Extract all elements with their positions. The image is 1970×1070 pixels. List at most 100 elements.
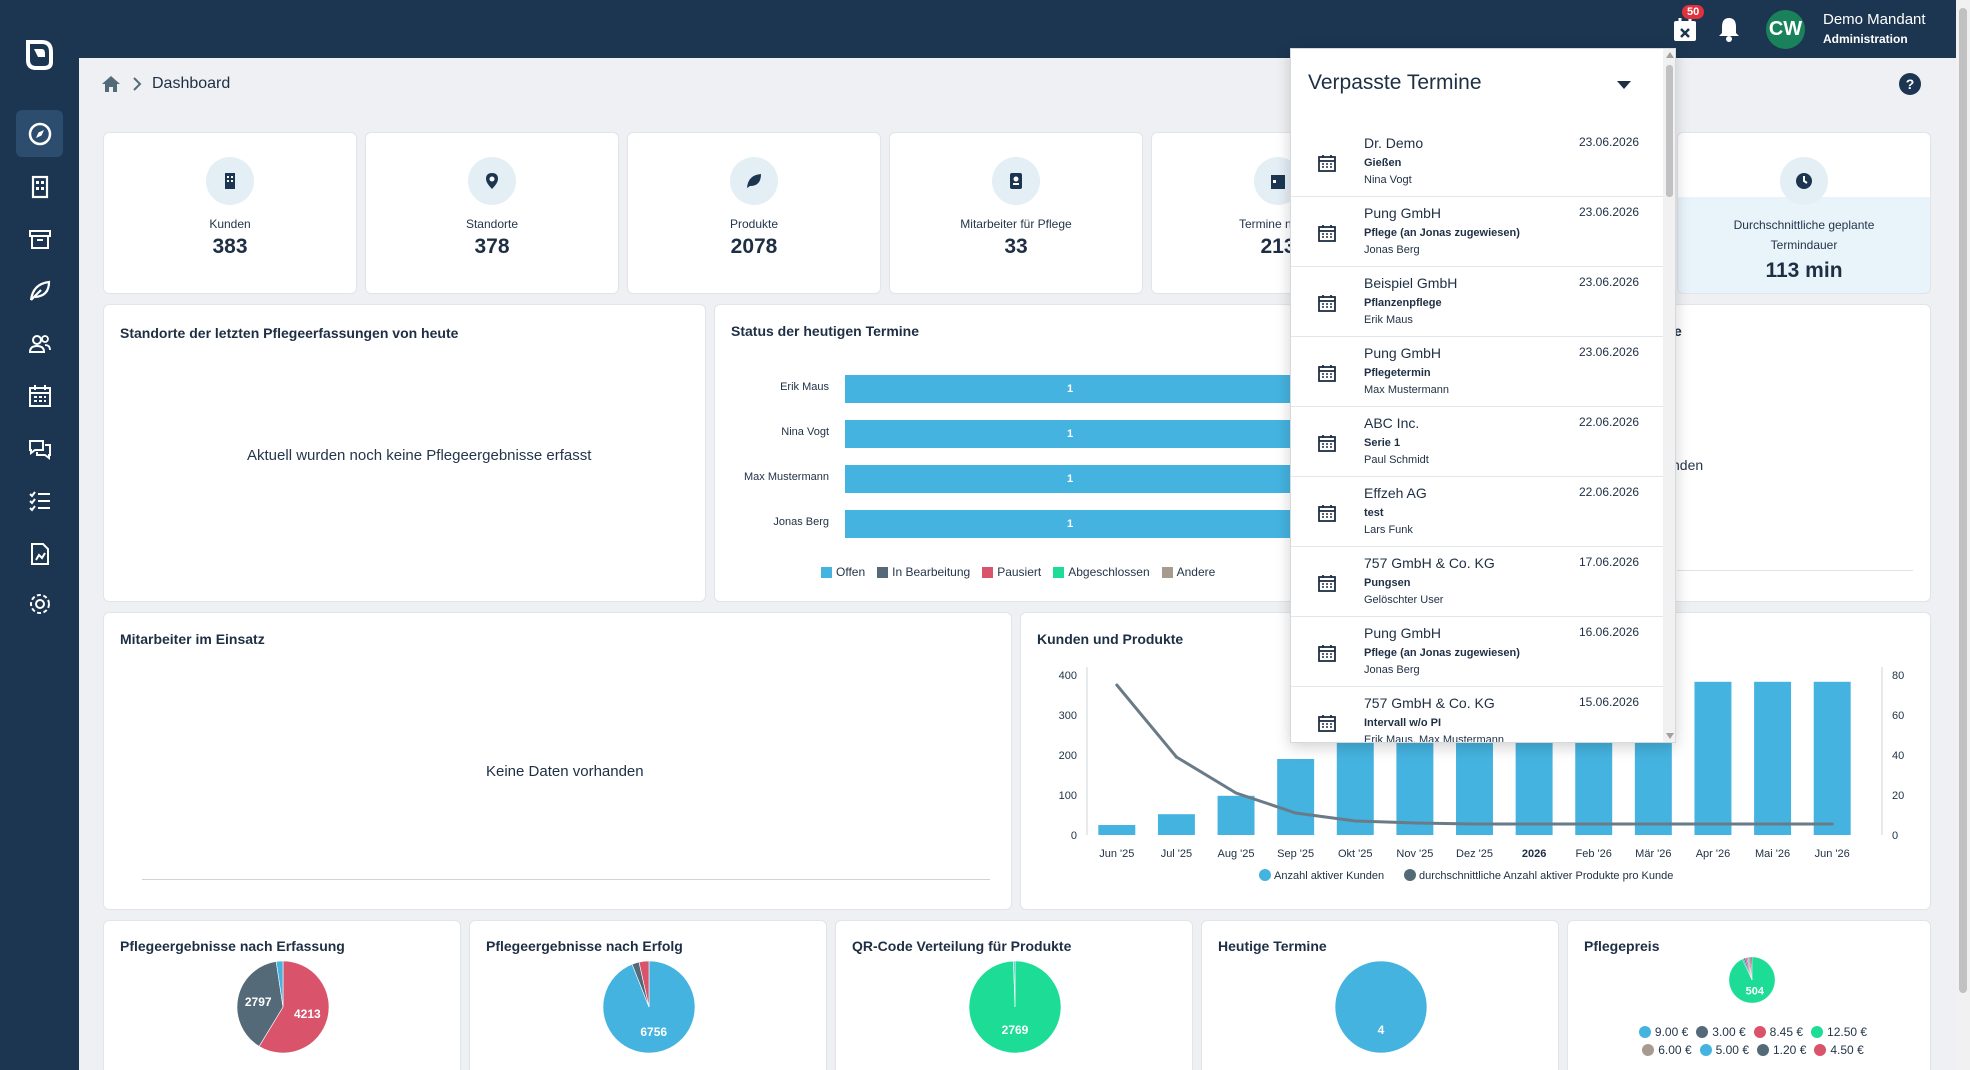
appointment-name: test [1364,507,1384,519]
line-point [1413,821,1417,825]
appointment-name: Pungsen [1364,577,1411,589]
kpi-label: Kunden [209,217,251,231]
leaf-icon [29,280,50,301]
breadcrumb: Dashboard [100,72,230,96]
line-point [1830,822,1834,826]
kpi-card-locations[interactable]: Standorte 378 [365,132,619,294]
legend-item[interactable]: 9.00 € [1638,1025,1688,1039]
avatar[interactable]: CW [1766,10,1805,49]
panel-scrollbar-thumb[interactable] [1666,65,1673,197]
notification-count-badge: 50 [1682,5,1705,19]
appointment-name: Serie 1 [1364,437,1401,449]
line-point [1473,822,1476,826]
appointment-item[interactable]: Pung GmbH 23.06.2026 Pflegetermin Max Muste… [1291,337,1663,407]
page-scrollbar-thumb[interactable] [1959,8,1967,993]
appointment-item[interactable]: ABC Inc. 22.06.2026 Serie 1 Paul Schmidt [1291,407,1663,477]
appointment-person: Jonas Berg [1364,664,1420,676]
panel-scrollbar[interactable] [1663,49,1675,742]
appointment-item[interactable]: Pung GmbH 23.06.2026 Pflege (an Jonas zuge… [1291,197,1663,267]
kpi-card-avg-duration[interactable]: Durchschnittliche geplante Termindauer 1… [1677,132,1931,294]
appointment-item[interactable]: Beispiel GmbH 23.06.2026 Pflanzenpflege Eri… [1291,267,1663,337]
card-title-fragment: e [1674,323,1682,339]
x-tick-label: Jun '25 [1099,848,1134,860]
building-icon [206,157,254,205]
status-row-label: Jonas Berg [773,516,829,528]
gear-icon [29,593,50,614]
sidebar-item-dashboard[interactable] [16,110,63,157]
sidebar-item-products[interactable] [16,267,63,314]
sidebar-item-customers[interactable] [16,163,63,210]
kpi-card-employees[interactable]: Mitarbeiter für Pflege 33 [889,132,1143,294]
legend-item[interactable]: 8.45 € [1753,1025,1803,1039]
help-button[interactable]: ? [1899,73,1921,95]
panel-title: Verpasste Termine [1308,71,1482,94]
missed-appointments-calendar-icon[interactable] [1671,16,1699,44]
pie-slice-label: 2769 [1002,1023,1029,1037]
x-tick-label: Nov '25 [1396,848,1433,860]
legend-item[interactable]: 4.50 € [1814,1043,1864,1057]
status-bar: 1 [845,375,1295,403]
y-left-tick-label: 200 [1059,750,1077,762]
sidebar-item-settings[interactable] [16,580,63,627]
appointment-item[interactable]: Pung GmbH 16.06.2026 Pflege (an Jonas zuge… [1291,617,1663,687]
calendar-icon [1318,715,1336,732]
calendar-icon [1318,225,1336,242]
legend-item[interactable]: Offen [821,565,865,579]
kpi-card-customers[interactable]: Kunden 383 [103,132,357,294]
appointment-item[interactable]: 757 GmbH & Co. KG 15.06.2026 Intervall w/o… [1291,687,1663,742]
pie-slice-label: 4 [1378,1023,1385,1037]
user-name[interactable]: Demo Mandant [1823,11,1926,28]
scroll-up-arrow-icon[interactable] [1666,52,1674,58]
line-point [1174,755,1178,759]
sidebar-item-reports[interactable] [16,530,63,577]
legend-item[interactable]: 1.20 € [1757,1043,1806,1057]
pie-slice[interactable] [1750,956,1753,981]
sidebar-item-archive[interactable] [16,215,63,262]
pie-slice[interactable] [258,960,330,1054]
appointment-item[interactable]: 757 GmbH & Co. KG 17.06.2026 Pungsen Gelösc… [1291,547,1663,617]
status-row-label: Max Mustermann [744,471,829,483]
bell-icon[interactable] [1715,15,1743,43]
sidebar-item-employees[interactable] [16,320,63,367]
legend-item[interactable]: In Bearbeitung [877,565,970,579]
x-tick-label: Mai '26 [1755,848,1790,860]
pie-slice[interactable] [236,961,284,1047]
clock-icon [1780,157,1828,205]
card-title: Pflegeergebnisse nach Erfolg [486,938,683,954]
y-right-tick-label: 60 [1892,710,1904,722]
pie-slice[interactable] [1013,960,1016,1008]
kpi-value: 383 [212,235,248,258]
home-icon[interactable] [100,74,122,94]
legend-item[interactable]: Pausiert [982,565,1041,579]
axis-line [142,879,990,880]
leaf-icon [730,157,778,205]
appointment-item[interactable]: Dr. Demo 23.06.2026 Gießen Nina Vogt [1291,127,1663,197]
building-icon [31,175,48,198]
sidebar-item-tasks[interactable] [16,477,63,524]
card-title: Heutige Termine [1218,938,1327,954]
status-legend: Offen In Bearbeitung Pausiert Abgeschlos… [821,565,1215,579]
pie-slice[interactable] [638,960,650,1008]
appointment-item[interactable]: Effzeh AG 22.06.2026 test Lars Funk [1291,477,1663,547]
sidebar [0,0,79,1070]
app-logo-icon[interactable] [22,38,56,72]
x-tick-label: Mär '26 [1635,848,1671,860]
legend-item[interactable]: 5.00 € [1699,1043,1749,1057]
sidebar-item-calendar[interactable] [16,372,63,419]
pie-slice[interactable] [275,960,284,1008]
page-scrollbar[interactable] [1956,0,1970,1070]
bar [1277,759,1315,835]
kpi-card-products[interactable]: Produkte 2078 [627,132,881,294]
legend-item[interactable]: 3.00 € [1696,1025,1746,1039]
y-left-tick-label: 400 [1059,670,1077,682]
kpi-value: 213 [1260,235,1296,258]
legend-item[interactable]: Andere [1161,565,1215,579]
card-title: QR-Code Verteilung für Produkte [852,938,1072,954]
caret-down-icon[interactable] [1617,81,1631,89]
legend-item[interactable]: 12.50 € [1811,1025,1867,1039]
sidebar-item-messages[interactable] [16,425,63,472]
legend-item[interactable]: Abgeschlossen [1053,565,1150,579]
scroll-down-arrow-icon[interactable] [1666,733,1674,739]
legend-item[interactable]: 6.00 € [1642,1043,1692,1057]
pie-slice[interactable] [1334,960,1428,1054]
